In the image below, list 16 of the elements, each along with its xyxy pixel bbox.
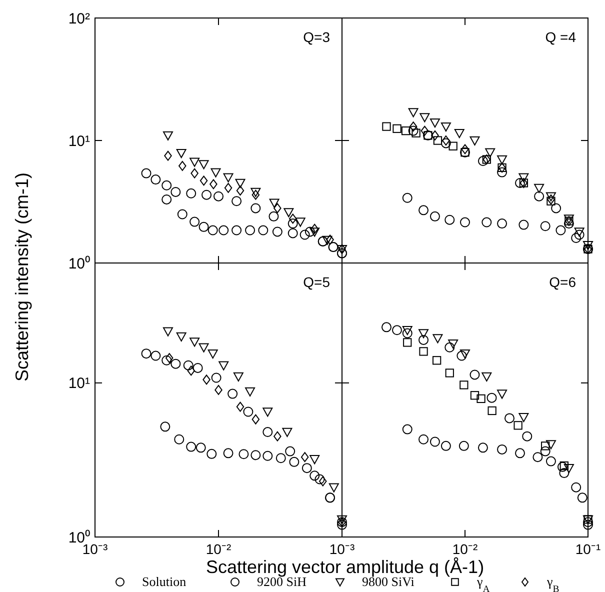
x-tick-label: 10⁻³: [82, 541, 108, 557]
y-tick-label: 10¹: [68, 132, 90, 150]
text: Q =4: [545, 29, 576, 45]
x-tick-label: 10⁻²: [206, 541, 232, 557]
y-tick-label: 10⁰: [68, 255, 90, 272]
y-tick-label: 10¹: [68, 375, 90, 392]
text: Q=6: [549, 274, 576, 290]
y-axis-title: Scattering intensity (cm-1): [12, 172, 32, 382]
x-tick-label: 10⁻¹: [575, 541, 601, 557]
text: Q=3: [303, 29, 330, 45]
y-tick-label: 10²: [68, 10, 90, 28]
x-tick-label: 10⁻³: [329, 541, 355, 557]
legend-label: γ$_{B}$: [546, 574, 560, 592]
legend-label: Solution: [142, 574, 187, 589]
text: Q=5: [303, 274, 330, 290]
x-tick-label: 10⁻²: [452, 541, 478, 557]
